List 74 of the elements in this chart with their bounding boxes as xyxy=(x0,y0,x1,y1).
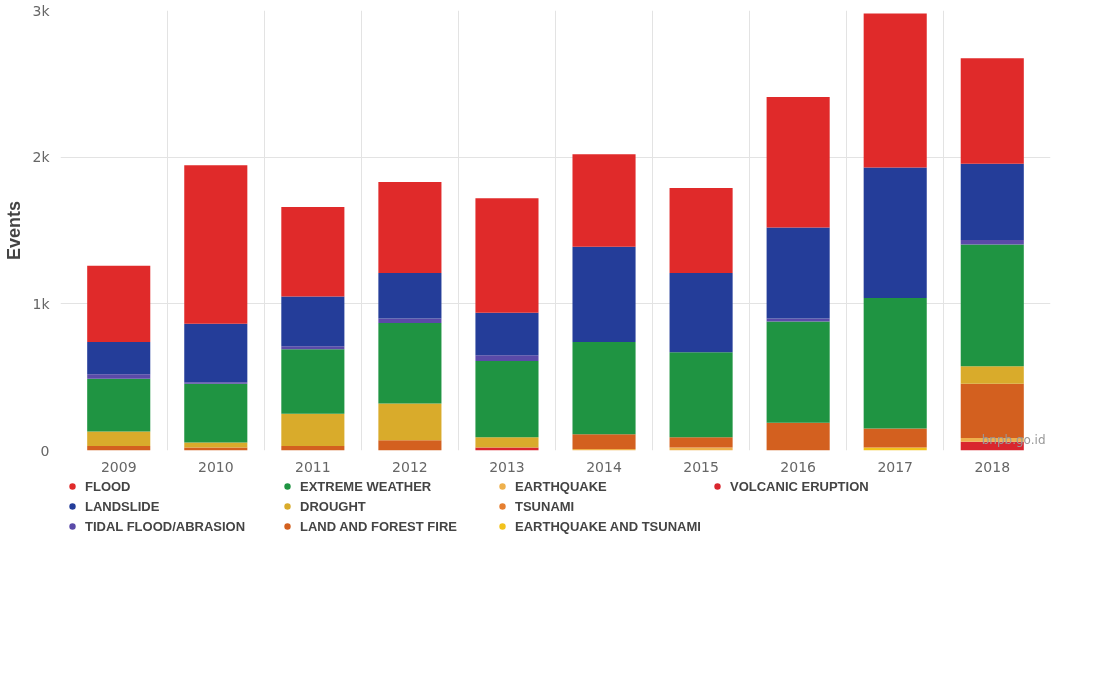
bar xyxy=(475,355,539,362)
bar xyxy=(281,346,345,350)
legend-label: EARTHQUAKE AND TSUNAMI xyxy=(515,518,702,534)
bar xyxy=(863,428,927,448)
bar xyxy=(475,312,539,356)
legend-label: TSUNAMI xyxy=(515,498,576,514)
bar xyxy=(281,296,345,347)
bar xyxy=(184,442,248,448)
bar xyxy=(184,165,248,324)
bar xyxy=(960,244,1024,367)
bar xyxy=(87,341,151,375)
legend-label: LANDSLIDE xyxy=(85,498,161,514)
bar xyxy=(572,341,636,435)
bar xyxy=(960,163,1024,241)
x-tick-label: 2009 xyxy=(100,458,137,475)
bar xyxy=(378,182,442,274)
x-tick-label: 2010 xyxy=(197,458,234,475)
bar xyxy=(184,383,248,443)
bar xyxy=(960,58,1024,164)
bar xyxy=(669,352,733,438)
y-tick-label: 2k xyxy=(32,149,51,166)
bar xyxy=(863,167,927,298)
bar xyxy=(475,437,539,448)
legend-label: DROUGHT xyxy=(300,498,367,514)
bar xyxy=(281,207,345,297)
x-tick-label: 2015 xyxy=(683,458,719,475)
bar xyxy=(960,240,1024,245)
bar xyxy=(863,297,927,429)
y-tick-label: 0 xyxy=(40,442,50,459)
bar xyxy=(87,265,151,342)
bar xyxy=(572,434,636,450)
x-tick-label: 2014 xyxy=(586,458,622,475)
x-tick-label: 2013 xyxy=(489,458,525,475)
x-tick-label: 2017 xyxy=(877,458,914,475)
bar xyxy=(378,318,442,323)
x-tick-label: 2016 xyxy=(780,458,817,475)
bar xyxy=(766,97,830,228)
bar xyxy=(87,446,151,451)
bar xyxy=(669,187,733,274)
bar xyxy=(572,154,636,247)
legend-label: TIDAL FLOOD/ABRASION xyxy=(85,518,247,534)
y-tick-label: 3k xyxy=(32,2,51,19)
bar xyxy=(281,413,345,447)
bar xyxy=(766,422,830,451)
bar xyxy=(281,349,345,414)
bar xyxy=(669,273,733,353)
bar xyxy=(87,374,151,379)
bar xyxy=(87,378,151,432)
bar xyxy=(281,446,345,451)
bar xyxy=(475,361,539,438)
bar xyxy=(766,321,830,423)
x-tick-label: 2018 xyxy=(974,458,1011,475)
y-axis-title: Events xyxy=(4,200,25,261)
legend-label: LAND AND FOREST FIRE xyxy=(300,518,458,534)
legend-label: EXTREME WEATHER xyxy=(300,478,433,494)
bar xyxy=(87,431,151,447)
bar xyxy=(184,323,248,383)
bar xyxy=(863,13,927,168)
legend-label: VOLCANIC ERUPTION xyxy=(730,478,870,494)
bar xyxy=(572,246,636,342)
annotation: bnpb.go.id xyxy=(981,432,1046,447)
legend-label: EARTHQUAKE xyxy=(515,478,608,494)
legend-label: FLOOD xyxy=(85,478,132,494)
bar xyxy=(766,227,830,319)
bar xyxy=(669,437,733,448)
bar xyxy=(378,403,442,441)
x-tick-label: 2012 xyxy=(392,458,428,475)
bar xyxy=(378,273,442,319)
y-tick-label: 1k xyxy=(32,295,51,312)
x-tick-label: 2011 xyxy=(295,458,331,475)
bar xyxy=(475,198,539,313)
bar xyxy=(960,366,1024,384)
bar xyxy=(378,440,442,451)
bar xyxy=(378,322,442,404)
